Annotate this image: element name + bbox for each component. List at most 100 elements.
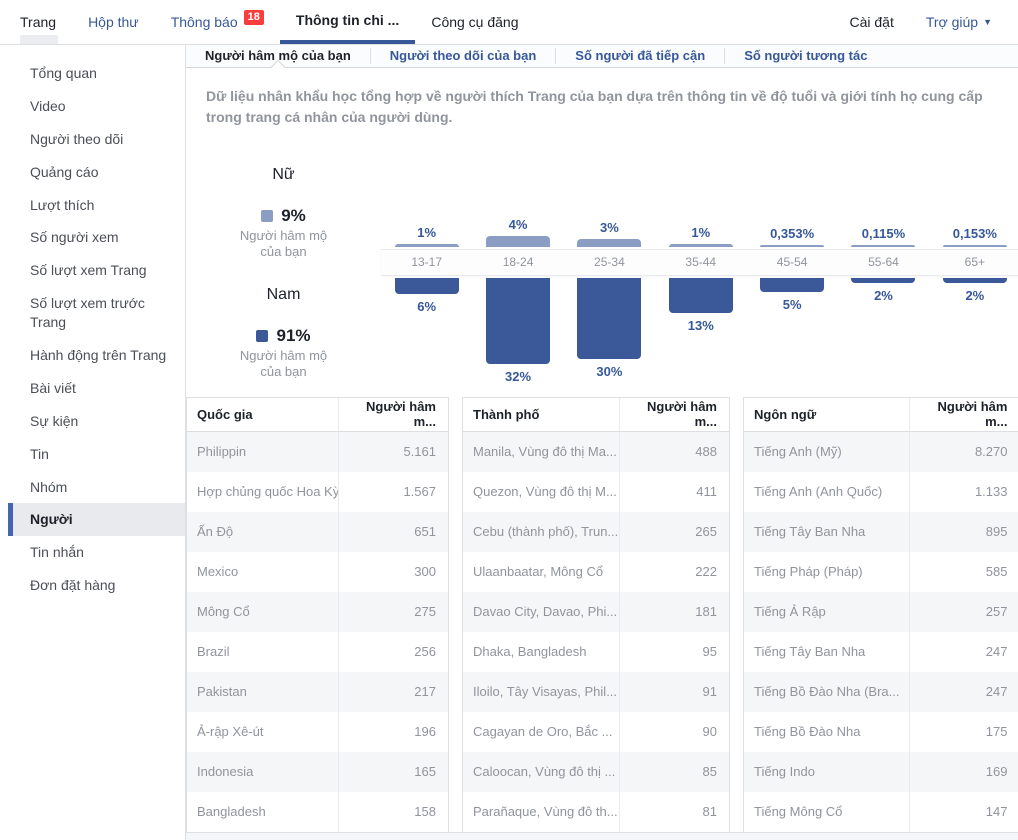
cell-value: 91 bbox=[619, 671, 729, 712]
cell-name: Cebu (thành phố), Trun... bbox=[473, 524, 619, 540]
cell-name: Bangladesh bbox=[197, 804, 266, 820]
chart-legend: Nữ 9% Người hâm mộ của bạn Nam 91% Người… bbox=[186, 156, 381, 391]
cell-value: 585 bbox=[909, 551, 1018, 592]
male-bar-45-54 bbox=[760, 277, 825, 292]
male-zone: 32% bbox=[472, 276, 563, 391]
cell-value: 275 bbox=[338, 591, 448, 632]
cell-value: 196 bbox=[338, 711, 448, 752]
female-zone: 0,353% bbox=[746, 156, 837, 249]
sidebar-item-quang-cao[interactable]: Quảng cáo bbox=[30, 163, 99, 180]
male-zone: 13% bbox=[655, 276, 746, 391]
people-tabbar: Người hâm mộ của bạn Người theo dõi của b… bbox=[186, 45, 1018, 68]
nav-item-tro-giup[interactable]: Trợ giúp ▼ bbox=[910, 0, 1008, 44]
legend-female-row: 9% bbox=[186, 206, 381, 226]
sidebar-item-nguoi[interactable]: Người bbox=[8, 503, 185, 537]
female-value-label: 0,153% bbox=[952, 225, 997, 241]
sidebar-item-video[interactable]: Video bbox=[30, 97, 66, 114]
nav-item-cong-cu-dang[interactable]: Công cụ đăng bbox=[415, 0, 534, 44]
cell-name: Tiếng Anh (Mỹ) bbox=[754, 444, 842, 460]
sidebar-item-nhom[interactable]: Nhóm bbox=[30, 478, 68, 495]
sidebar-item-su-kien[interactable]: Sự kiện bbox=[30, 412, 79, 429]
table-row: Hợp chủng quốc Hoa Kỳ 1.567 bbox=[187, 471, 448, 512]
cell-name: Caloocan, Vùng đô thị ... bbox=[473, 764, 616, 780]
male-bar-25-34 bbox=[577, 277, 642, 359]
male-bar-13-17 bbox=[394, 277, 459, 294]
male-value-label: 2% bbox=[965, 287, 985, 303]
sidebar-item-so-nguoi-xem[interactable]: Số người xem bbox=[30, 229, 119, 246]
cell-value: 165 bbox=[338, 751, 448, 792]
tab-nguoi-ham-mo[interactable]: Người hâm mộ của bạn bbox=[186, 45, 370, 67]
tab-nguoi-theo-doi[interactable]: Người theo dõi của bạn bbox=[389, 48, 537, 64]
cell-value: 222 bbox=[619, 551, 729, 592]
top-navigation: Trang Hộp thư Thông báo 18 Thông tin chi ...… bbox=[0, 0, 1018, 45]
male-bar-55-64 bbox=[851, 277, 916, 283]
table-header-row: Ngôn ngữ Người hâm m... bbox=[744, 397, 1018, 432]
female-bar-65+ bbox=[942, 244, 1007, 247]
cell-name: Brazil bbox=[197, 644, 230, 660]
sidebar-item-so-luot-xem-truoc-trang[interactable]: Số lượt xem trước Trang bbox=[30, 295, 145, 331]
cell-value: 181 bbox=[619, 591, 729, 632]
table-row: Indonesia 165 bbox=[187, 751, 448, 792]
cell-value: 895 bbox=[909, 511, 1018, 552]
column-header-thanh-pho[interactable]: Thành phố bbox=[473, 406, 540, 422]
female-total-percent: 9% bbox=[281, 205, 306, 225]
male-value-label: 5% bbox=[782, 296, 802, 312]
demographic-tables: Quốc gia Người hâm m... Philippin 5.161 Hợp … bbox=[186, 396, 1018, 832]
cell-name: Mông Cổ bbox=[197, 604, 250, 620]
male-swatch-icon bbox=[256, 330, 269, 343]
column-header-fans[interactable]: Người hâm m... bbox=[619, 397, 729, 431]
sidebar-item-bai-viet[interactable]: Bài viết bbox=[30, 379, 76, 396]
table-row: Tiếng Pháp (Pháp) 585 bbox=[744, 551, 1018, 592]
chart-column-35-44: 1% 35-44 13% bbox=[655, 156, 746, 391]
cell-value: 85 bbox=[619, 751, 729, 792]
sidebar-item-don-dat-hang[interactable]: Đơn đặt hàng bbox=[30, 577, 116, 594]
sidebar-item-luot-thich[interactable]: Lượt thích bbox=[30, 196, 95, 213]
cell-value: 1.133 bbox=[909, 471, 1018, 512]
table-row: Tiếng Ả Rập 257 bbox=[744, 591, 1018, 632]
table-header-row: Thành phố Người hâm m... bbox=[463, 397, 729, 432]
tab-da-tiep-can[interactable]: Số người đã tiếp cận bbox=[575, 48, 706, 64]
nav-item-hop-thu[interactable]: Hộp thư bbox=[72, 0, 155, 44]
male-sublabel: Người hâm mộ của bạn bbox=[239, 348, 328, 380]
nav-item-label: Trang bbox=[20, 14, 57, 30]
column-header-ngon-ngu[interactable]: Ngôn ngữ bbox=[754, 406, 817, 422]
female-value-label: 0,353% bbox=[770, 225, 815, 241]
cell-name: Iloilo, Tây Visayas, Phil... bbox=[473, 684, 618, 700]
female-zone: 0,115% bbox=[838, 156, 929, 249]
nav-item-thong-tin-chi-tiet[interactable]: Thông tin chi ... bbox=[279, 0, 416, 44]
nav-item-trang[interactable]: Trang bbox=[4, 0, 72, 44]
column-header-quoc-gia[interactable]: Quốc gia bbox=[197, 406, 253, 422]
cell-value: 217 bbox=[338, 671, 448, 712]
cell-value: 175 bbox=[909, 711, 1018, 752]
sidebar-item-tin-nhan[interactable]: Tin nhắn bbox=[30, 544, 84, 561]
tab-tuong-tac[interactable]: Số người tương tác bbox=[744, 48, 868, 64]
table-row: Caloocan, Vùng đô thị ... 85 bbox=[463, 751, 729, 792]
table-thanh-pho: Thành phố Người hâm m... Manila, Vùng đô t… bbox=[462, 396, 730, 832]
sidebar-item-so-luot-xem-trang[interactable]: Số lượt xem Trang bbox=[30, 262, 147, 279]
table-row: Manila, Vùng đô thị Ma... 488 bbox=[463, 431, 729, 472]
female-bar-13-17 bbox=[394, 243, 459, 247]
cell-value: 256 bbox=[338, 631, 448, 672]
chart-column-55-64: 0,115% 55-64 2% bbox=[838, 156, 929, 391]
cell-value: 257 bbox=[909, 591, 1018, 632]
cell-name: Tiếng Tây Ban Nha bbox=[754, 524, 866, 540]
sidebar-item-nguoi-theo-doi[interactable]: Người theo dõi bbox=[30, 130, 124, 147]
nav-item-cai-dat[interactable]: Cài đặt bbox=[833, 0, 909, 44]
female-value-label: 1% bbox=[691, 224, 711, 240]
cell-value: 247 bbox=[909, 671, 1018, 712]
column-header-fans[interactable]: Người hâm m... bbox=[909, 397, 1018, 431]
female-bar-35-44 bbox=[668, 243, 733, 247]
column-header-fans[interactable]: Người hâm m... bbox=[338, 397, 448, 431]
nav-item-thong-bao[interactable]: Thông báo 18 bbox=[155, 0, 280, 44]
sidebar-item-tin[interactable]: Tin bbox=[30, 445, 49, 462]
chart-column-65+: 0,153% 65+ 2% bbox=[929, 156, 1018, 391]
sidebar-item-hanh-dong-tren-trang[interactable]: Hành động trên Trang bbox=[30, 347, 167, 364]
chart-columns: 1% 13-17 6% 4% 18-24 32% 3% 25-34 30% 1% 35-44 13% 0… bbox=[381, 156, 1018, 391]
male-zone: 5% bbox=[746, 276, 837, 391]
demographics-chart: Nữ 9% Người hâm mộ của bạn Nam 91% Người… bbox=[186, 156, 1018, 391]
legend-female-title: Nữ bbox=[272, 165, 295, 183]
sidebar-item-tong-quan[interactable]: Tổng quan bbox=[30, 65, 97, 81]
table-header-row: Quốc gia Người hâm m... bbox=[187, 397, 448, 432]
female-zone: 4% bbox=[472, 156, 563, 249]
female-bar-18-24 bbox=[486, 235, 551, 247]
